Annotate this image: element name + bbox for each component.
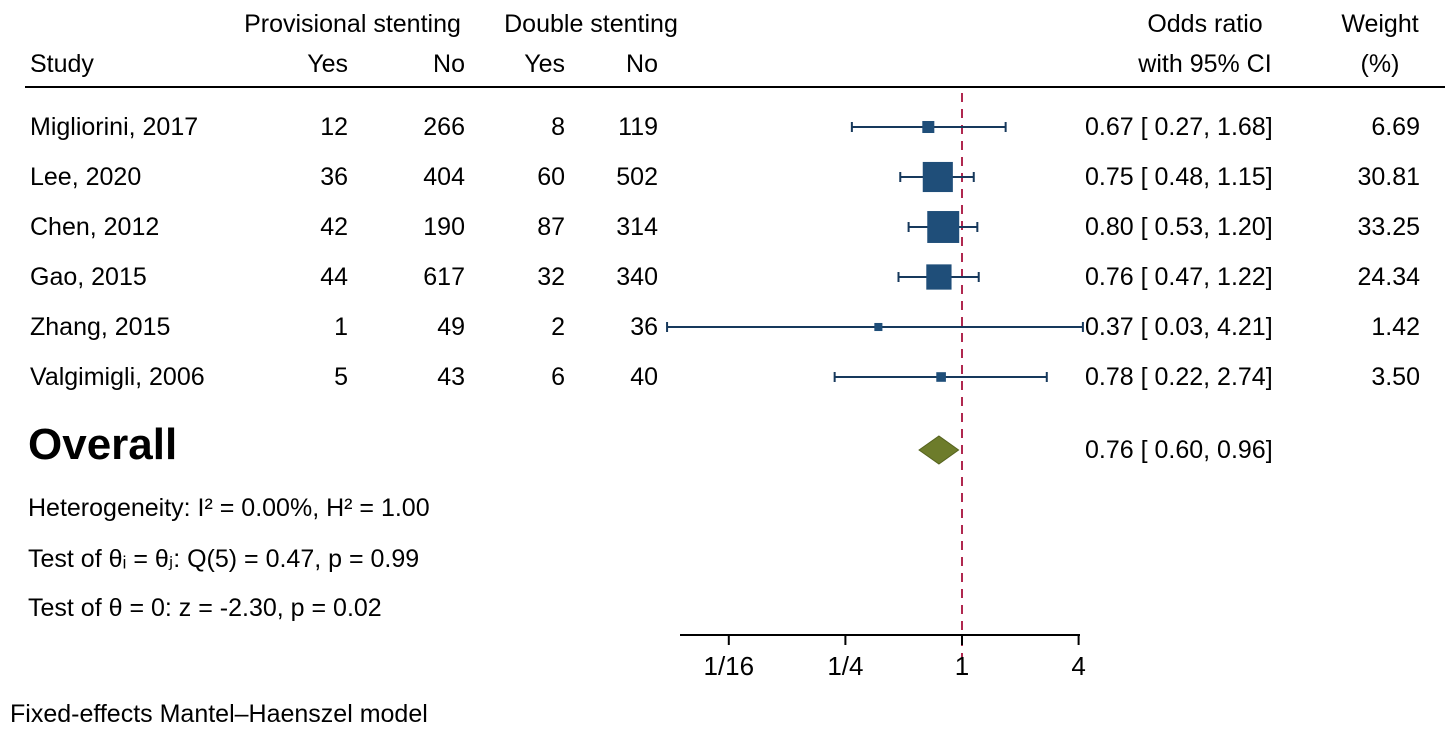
double-yes-count: 2	[551, 313, 565, 341]
col-header-weight-pct: (%)	[1360, 50, 1400, 78]
col-header-double-no: No	[626, 50, 658, 78]
provisional-no-count: 617	[423, 263, 465, 291]
study-name: Chen, 2012	[30, 213, 160, 241]
study-row: Chen, 2012 42 190 87 314 0.80 [ 0.53, 1.…	[0, 202, 1454, 252]
odds-ratio-ci-label: 0.75 [ 0.48, 1.15]	[1085, 163, 1273, 191]
study-name: Zhang, 2015	[30, 313, 171, 341]
double-yes-count: 32	[537, 263, 565, 291]
study-name: Valgimigli, 2006	[30, 363, 205, 391]
odds-ratio-ci-label: 0.67 [ 0.27, 1.68]	[1085, 113, 1273, 141]
homogeneity-test-stat: Test of θᵢ = θⱼ: Q(5) = 0.47, p = 0.99	[28, 545, 420, 573]
col-header-double-yes: Yes	[524, 50, 565, 78]
overall-diamond	[918, 435, 960, 465]
double-yes-count: 87	[537, 213, 565, 241]
col-group-double-stenting: Double stenting	[504, 10, 678, 38]
header-rule	[25, 86, 1445, 88]
study-row: Valgimigli, 2006 5 43 6 40 0.78 [ 0.22, …	[0, 352, 1454, 402]
double-yes-count: 8	[551, 113, 565, 141]
weight-value: 1.42	[1371, 313, 1420, 341]
x-axis-tick-label: 4	[1071, 651, 1085, 681]
odds-ratio-ci-label: 0.80 [ 0.53, 1.20]	[1085, 213, 1273, 241]
provisional-no-count: 43	[437, 363, 465, 391]
double-no-count: 502	[616, 163, 658, 191]
weight-value: 30.81	[1357, 163, 1420, 191]
provisional-yes-count: 36	[320, 163, 348, 191]
odds-ratio-ci-label: 0.76 [ 0.47, 1.22]	[1085, 263, 1273, 291]
weight-value: 3.50	[1371, 363, 1420, 391]
col-header-odds-ratio: Odds ratio	[1147, 10, 1263, 38]
provisional-no-count: 190	[423, 213, 465, 241]
col-header-ci: with 95% CI	[1138, 50, 1272, 78]
col-header-weight: Weight	[1341, 10, 1419, 38]
study-row: Gao, 2015 44 617 32 340 0.76 [ 0.47, 1.2…	[0, 252, 1454, 302]
heterogeneity-stat: Heterogeneity: I² = 0.00%, H² = 1.00	[28, 494, 430, 522]
weight-value: 33.25	[1357, 213, 1420, 241]
weight-value: 24.34	[1357, 263, 1420, 291]
overall-effect-test-stat: Test of θ = 0: z = -2.30, p = 0.02	[28, 594, 382, 622]
col-group-provisional-stenting: Provisional stenting	[244, 10, 461, 38]
x-axis-tick-label: 1/16	[703, 651, 754, 681]
double-no-count: 340	[616, 263, 658, 291]
provisional-yes-count: 12	[320, 113, 348, 141]
double-no-count: 119	[618, 113, 658, 141]
provisional-yes-count: 44	[320, 263, 348, 291]
col-header-study: Study	[30, 50, 94, 78]
study-name: Lee, 2020	[30, 163, 142, 191]
study-row: Lee, 2020 36 404 60 502 0.75 [ 0.48, 1.1…	[0, 152, 1454, 202]
overall-label: Overall	[28, 420, 178, 469]
study-name: Gao, 2015	[30, 263, 147, 291]
col-header-provisional-yes: Yes	[307, 50, 348, 78]
model-note: Fixed-effects Mantel–Haenszel model	[10, 700, 428, 728]
study-row: Zhang, 2015 1 49 2 36 0.37 [ 0.03, 4.21]…	[0, 302, 1454, 352]
provisional-no-count: 49	[437, 313, 465, 341]
study-name: Migliorini, 2017	[30, 113, 199, 141]
provisional-no-count: 404	[423, 163, 465, 191]
x-axis-tick-label: 1	[955, 651, 969, 681]
provisional-yes-count: 5	[334, 363, 348, 391]
odds-ratio-ci-label: 0.37 [ 0.03, 4.21]	[1085, 313, 1273, 341]
double-no-count: 40	[630, 363, 658, 391]
provisional-yes-count: 42	[320, 213, 348, 241]
x-axis-tick-label: 1/4	[827, 651, 863, 681]
odds-ratio-ci-label: 0.78 [ 0.22, 2.74]	[1085, 363, 1273, 391]
double-yes-count: 60	[537, 163, 565, 191]
study-row: Migliorini, 2017 12 266 8 119 0.67 [ 0.2…	[0, 102, 1454, 152]
col-header-provisional-no: No	[433, 50, 465, 78]
overall-odds-ratio-ci-label: 0.76 [ 0.60, 0.96]	[1085, 436, 1273, 464]
weight-value: 6.69	[1371, 113, 1420, 141]
double-no-count: 36	[630, 313, 658, 341]
provisional-no-count: 266	[423, 113, 465, 141]
provisional-yes-count: 1	[334, 313, 348, 341]
double-no-count: 314	[616, 213, 658, 241]
double-yes-count: 6	[551, 363, 565, 391]
